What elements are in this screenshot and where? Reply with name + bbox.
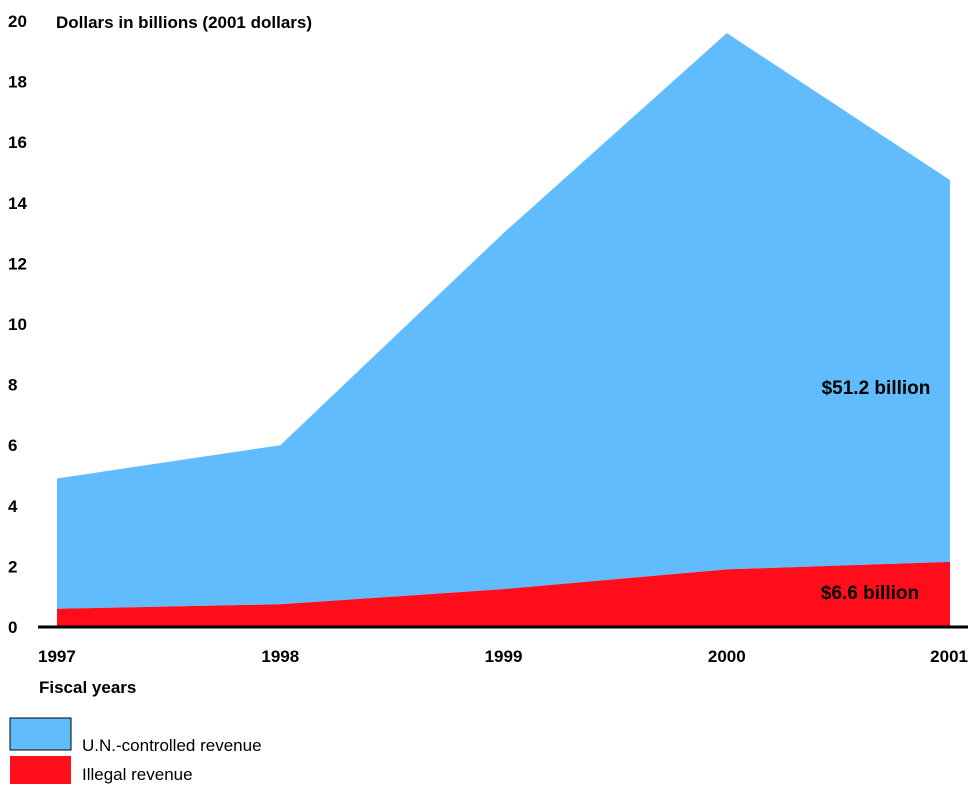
legend-label-illegal: Illegal revenue	[82, 765, 193, 784]
x-axis-label: Fiscal years	[39, 678, 136, 697]
y-tick-label: 2	[8, 557, 17, 576]
y-tick-label: 10	[8, 315, 27, 334]
x-tick-labels: 1997 1998 1999 2000 2001	[38, 647, 968, 666]
y-axis-label: Dollars in billions (2001 dollars)	[56, 13, 312, 32]
y-tick-label: 6	[8, 436, 17, 455]
x-tick-label: 2001	[930, 647, 968, 666]
y-tick-labels: 0 2 4 6 8 10 12 14 16 18 20	[8, 12, 27, 637]
y-tick-label: 8	[8, 376, 17, 395]
legend: U.N.-controlled revenue Illegal revenue	[9, 717, 262, 784]
y-tick-label: 12	[8, 254, 27, 273]
x-tick-label: 1999	[485, 647, 523, 666]
x-tick-label: 1998	[261, 647, 299, 666]
y-tick-label: 20	[8, 12, 27, 31]
y-tick-label: 4	[8, 497, 18, 516]
y-tick-label: 16	[8, 133, 27, 152]
chart-areas	[57, 33, 950, 627]
y-tick-label: 14	[8, 194, 27, 213]
area-u-n-controlled-revenue	[57, 33, 950, 609]
legend-swatch-illegal	[10, 756, 71, 784]
legend-swatch-un	[9, 717, 72, 751]
area-illegal-revenue	[57, 561, 950, 627]
y-tick-label: 0	[8, 618, 17, 637]
x-tick-label: 2000	[708, 647, 746, 666]
annotation-illegal-total: $6.6 billion	[821, 583, 919, 604]
x-tick-label: 1997	[38, 647, 76, 666]
y-tick-label: 18	[8, 73, 27, 92]
annotation-un-total: $51.2 billion	[822, 378, 931, 399]
legend-label-un: U.N.-controlled revenue	[82, 736, 262, 755]
